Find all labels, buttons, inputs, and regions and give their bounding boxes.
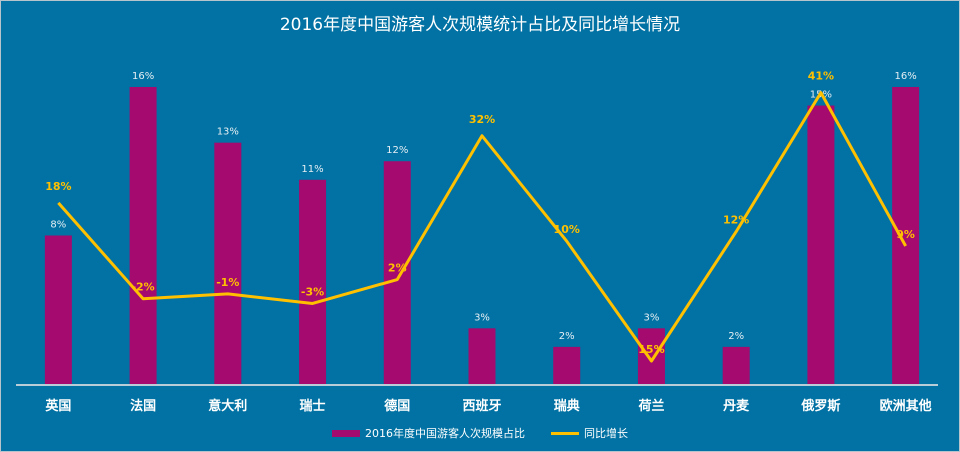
bar <box>214 142 242 384</box>
legend-swatch-line <box>551 431 579 435</box>
x-tick-label: 西班牙 <box>462 398 501 414</box>
bar-data-label: 2% <box>559 331 575 342</box>
x-tick-label: 荷兰 <box>637 398 664 414</box>
x-tick-label: 俄罗斯 <box>800 398 840 414</box>
x-tick-label: 瑞士 <box>300 398 326 414</box>
x-tick-label: 意大利 <box>208 398 247 414</box>
bar-data-label: 12% <box>386 145 408 156</box>
x-tick-label: 丹麦 <box>723 398 750 414</box>
bar-data-label: 16% <box>132 71 154 82</box>
x-tick-label: 瑞典 <box>554 398 580 414</box>
line-data-label: 41% <box>808 70 834 83</box>
line-data-label: -1% <box>216 276 239 289</box>
line-data-label: -3% <box>301 285 324 298</box>
bar <box>468 328 496 384</box>
line-data-label: 12% <box>723 214 749 227</box>
legend-item-growth[interactable]: 同比增长 <box>551 425 628 441</box>
x-tick-label: 法国 <box>130 398 156 414</box>
line-data-label: 18% <box>45 180 71 193</box>
bar-data-label: 16% <box>895 71 917 82</box>
legend-label-share: 2016年度中国游客人次规模占比 <box>365 427 525 440</box>
bar <box>637 328 665 384</box>
bar <box>553 346 581 384</box>
line-data-label: 15% <box>638 343 664 356</box>
bar-data-label: 11% <box>301 164 323 175</box>
bar <box>129 86 157 385</box>
line-data-label: 10% <box>554 223 580 236</box>
x-tick-label: 欧洲其他 <box>880 398 932 414</box>
bar-data-label: 8% <box>50 219 66 230</box>
bar <box>892 86 920 385</box>
bar-data-label: 13% <box>217 127 239 138</box>
bar-data-label: 2% <box>728 331 744 342</box>
bar <box>299 179 327 384</box>
legend-label-growth: 同比增长 <box>584 427 628 440</box>
line-data-label: 9% <box>896 228 915 241</box>
line-data-label: -2% <box>131 281 154 294</box>
legend: 2016年度中国游客人次规模占比 同比增长 <box>1 425 959 441</box>
x-tick-label: 英国 <box>44 398 71 414</box>
bar <box>722 346 750 384</box>
bar <box>44 235 72 384</box>
bar-data-label: 3% <box>644 312 660 323</box>
bar <box>807 105 835 384</box>
x-tick-label: 德国 <box>384 398 410 414</box>
bar <box>383 161 411 384</box>
line-data-label: 32% <box>469 113 495 126</box>
legend-swatch-bar <box>332 429 360 437</box>
chart-title: 2016年度中国游客人次规模统计占比及同比增长情况 <box>279 15 681 35</box>
legend-item-share[interactable]: 2016年度中国游客人次规模占比 <box>332 425 525 441</box>
growth-line <box>57 91 907 363</box>
bar-data-label: 3% <box>474 312 490 323</box>
line-data-label: 2% <box>388 262 407 275</box>
